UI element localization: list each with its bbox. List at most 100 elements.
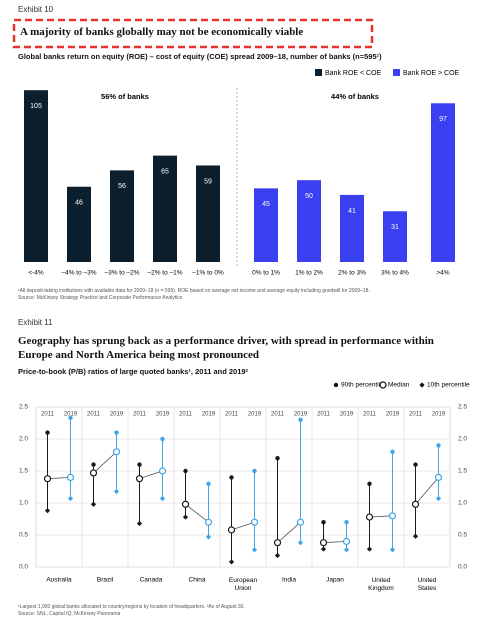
- x-tick-label: –2% to –1%: [147, 270, 182, 277]
- year-label: 2011: [409, 412, 423, 418]
- x-tick-label: –4% to –3%: [61, 270, 96, 277]
- median-connector: [185, 503, 209, 523]
- value-label: 97: [439, 116, 447, 123]
- marker-median: [319, 539, 328, 547]
- marker-90th: [45, 430, 50, 435]
- median-connector: [93, 451, 117, 474]
- legend-swatch: [315, 69, 322, 76]
- marker-median: [43, 475, 52, 483]
- marker-median: [158, 467, 167, 475]
- legend-label: Median: [388, 382, 410, 389]
- marker-median: [112, 448, 121, 456]
- year-label: 2011: [41, 412, 55, 418]
- bar: [383, 211, 407, 262]
- marker-10th: [389, 547, 396, 553]
- value-label: 45: [262, 201, 270, 208]
- marker-10th: [228, 559, 235, 565]
- marker-90th: [367, 481, 372, 486]
- legend-swatch: [393, 69, 400, 76]
- chart-subtitle: Price-to-book (P/B) ratios of large quot…: [18, 367, 249, 376]
- year-label: 2019: [432, 412, 446, 418]
- chart-title: Geography has sprung back as a performan…: [18, 335, 434, 361]
- marker-median: [273, 539, 282, 547]
- bar: [196, 165, 220, 262]
- marker-90th: [321, 520, 326, 525]
- marker-median: [204, 518, 213, 526]
- value-label: 59: [204, 178, 212, 185]
- marker-10th: [44, 508, 51, 514]
- plot-frame: [35, 406, 451, 568]
- y-tick-label: 1.0: [19, 500, 28, 507]
- bar: [254, 188, 278, 262]
- annotation: 44% of banks: [331, 92, 379, 101]
- x-tick-label: China: [189, 577, 206, 584]
- exhibit-label: Exhibit 10: [18, 5, 54, 14]
- x-tick-label: India: [282, 577, 296, 584]
- exhibit-label: Exhibit 11: [18, 318, 53, 327]
- marker-median: [411, 500, 420, 508]
- y-tick-label-right: 2.0: [458, 436, 467, 443]
- value-label: 41: [348, 208, 356, 215]
- year-label: 2019: [248, 412, 262, 418]
- legend-label: 10th percentile: [427, 382, 470, 389]
- marker-10th: [90, 501, 97, 507]
- marker-90th: [390, 449, 395, 454]
- marker-10th: [343, 547, 350, 553]
- legend-label: Bank ROE < COE: [325, 70, 382, 77]
- value-label: 46: [75, 200, 83, 207]
- year-label: 2011: [87, 412, 101, 418]
- bar: [153, 155, 177, 262]
- marker-10th: [113, 488, 120, 495]
- marker-10th: [435, 495, 442, 502]
- x-tick-label: 2% to 3%: [338, 270, 366, 277]
- value-label: 50: [305, 193, 313, 200]
- marker-90th: [333, 382, 339, 388]
- chart-subtitle: Global banks return on equity (ROE) – co…: [18, 52, 382, 61]
- bar: [431, 103, 455, 262]
- year-label: 2011: [225, 412, 239, 418]
- value-label: 31: [391, 224, 399, 231]
- marker-90th: [160, 436, 165, 442]
- y-tick-label: 1.5: [19, 468, 28, 475]
- marker-median: [181, 500, 190, 508]
- year-label: 2019: [64, 412, 78, 418]
- marker-median: [342, 537, 351, 546]
- marker-median: [296, 518, 305, 526]
- source: Source: McKinsey Strategy Practice and C…: [18, 295, 183, 301]
- marker-90th: [68, 415, 73, 421]
- marker-90th: [229, 475, 234, 480]
- x-tick-label: >4%: [436, 270, 449, 277]
- x-tick-label: Japan: [326, 577, 344, 584]
- y-tick-label-right: 2.5: [458, 404, 467, 411]
- marker-10th: [67, 495, 74, 502]
- year-label: 2011: [363, 412, 377, 418]
- bar: [24, 90, 48, 262]
- chart-title: A majority of banks globally may not be …: [20, 26, 304, 38]
- annotation: 56% of banks: [101, 92, 149, 101]
- year-label: 2011: [271, 412, 285, 418]
- marker-10th: [320, 546, 327, 552]
- marker-median: [250, 518, 259, 526]
- marker-10th: [205, 534, 212, 540]
- marker-10th: [159, 495, 166, 502]
- year-label: 2011: [317, 412, 331, 418]
- marker-90th: [344, 520, 349, 525]
- marker-median: [135, 475, 144, 483]
- marker-median: [434, 473, 443, 481]
- x-tick-label: <-4%: [28, 270, 44, 277]
- marker-10th: [297, 540, 304, 546]
- marker-90th: [206, 481, 211, 486]
- bar: [67, 186, 91, 262]
- x-tick-label: Australia: [46, 577, 72, 584]
- x-tick-label: United States: [418, 577, 437, 592]
- marker-10th: [419, 382, 425, 388]
- source: Source: SNL; Capital IQ; McKinsey Panora…: [18, 611, 121, 617]
- median-connector: [231, 521, 255, 531]
- year-label: 2019: [340, 412, 354, 418]
- legend-label: 90th percentile: [341, 382, 384, 389]
- x-tick-label: Canada: [140, 577, 163, 584]
- median-connector: [139, 470, 163, 480]
- x-tick-label: European Union: [229, 577, 258, 592]
- marker-10th: [251, 547, 258, 553]
